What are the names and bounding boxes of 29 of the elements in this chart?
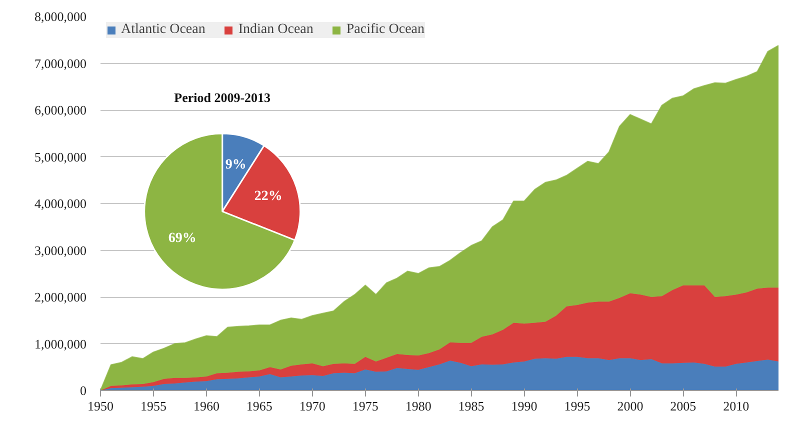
- y-tick-label: 6,000,000: [34, 102, 86, 118]
- x-tick-label: 1990: [511, 398, 538, 414]
- x-tick-label: 1980: [405, 398, 432, 414]
- chart-title: Period 2009-2013: [174, 90, 272, 105]
- legend-label: Atlantic Ocean: [121, 22, 206, 38]
- x-tick-label: 2005: [670, 398, 696, 414]
- x-tick-label: 1960: [193, 398, 220, 414]
- x-tick-label: 1950: [88, 398, 114, 414]
- y-tick-label: 3,000,000: [34, 242, 86, 258]
- x-tick-label: 1995: [564, 398, 590, 414]
- y-tick-label: 4,000,000: [34, 196, 86, 211]
- x-tick-label: 1975: [352, 398, 378, 414]
- y-tick-label: 0: [80, 383, 86, 398]
- y-tick-label: 7,000,000: [34, 56, 86, 71]
- legend-label: Indian Ocean: [238, 22, 314, 38]
- y-tick-label: 1,000,000: [34, 336, 86, 352]
- x-tick-label: 1985: [458, 398, 484, 414]
- y-tick-label: 5,000,000: [34, 149, 86, 164]
- x-tick-label: 1965: [246, 398, 272, 414]
- x-tick-label: 1955: [140, 398, 166, 414]
- legend-label: Pacific Ocean: [346, 22, 425, 38]
- data-label: 9%: [225, 158, 246, 173]
- x-tick-label: 2000: [617, 398, 644, 414]
- data-label: 22%: [254, 189, 282, 204]
- y-tick-label: 8,000,000: [34, 9, 86, 24]
- x-tick-label: 2010: [723, 398, 750, 414]
- x-tick-label: 1970: [299, 398, 326, 414]
- y-tick-label: 2,000,000: [34, 290, 86, 304]
- data-label: 69%: [168, 231, 196, 246]
